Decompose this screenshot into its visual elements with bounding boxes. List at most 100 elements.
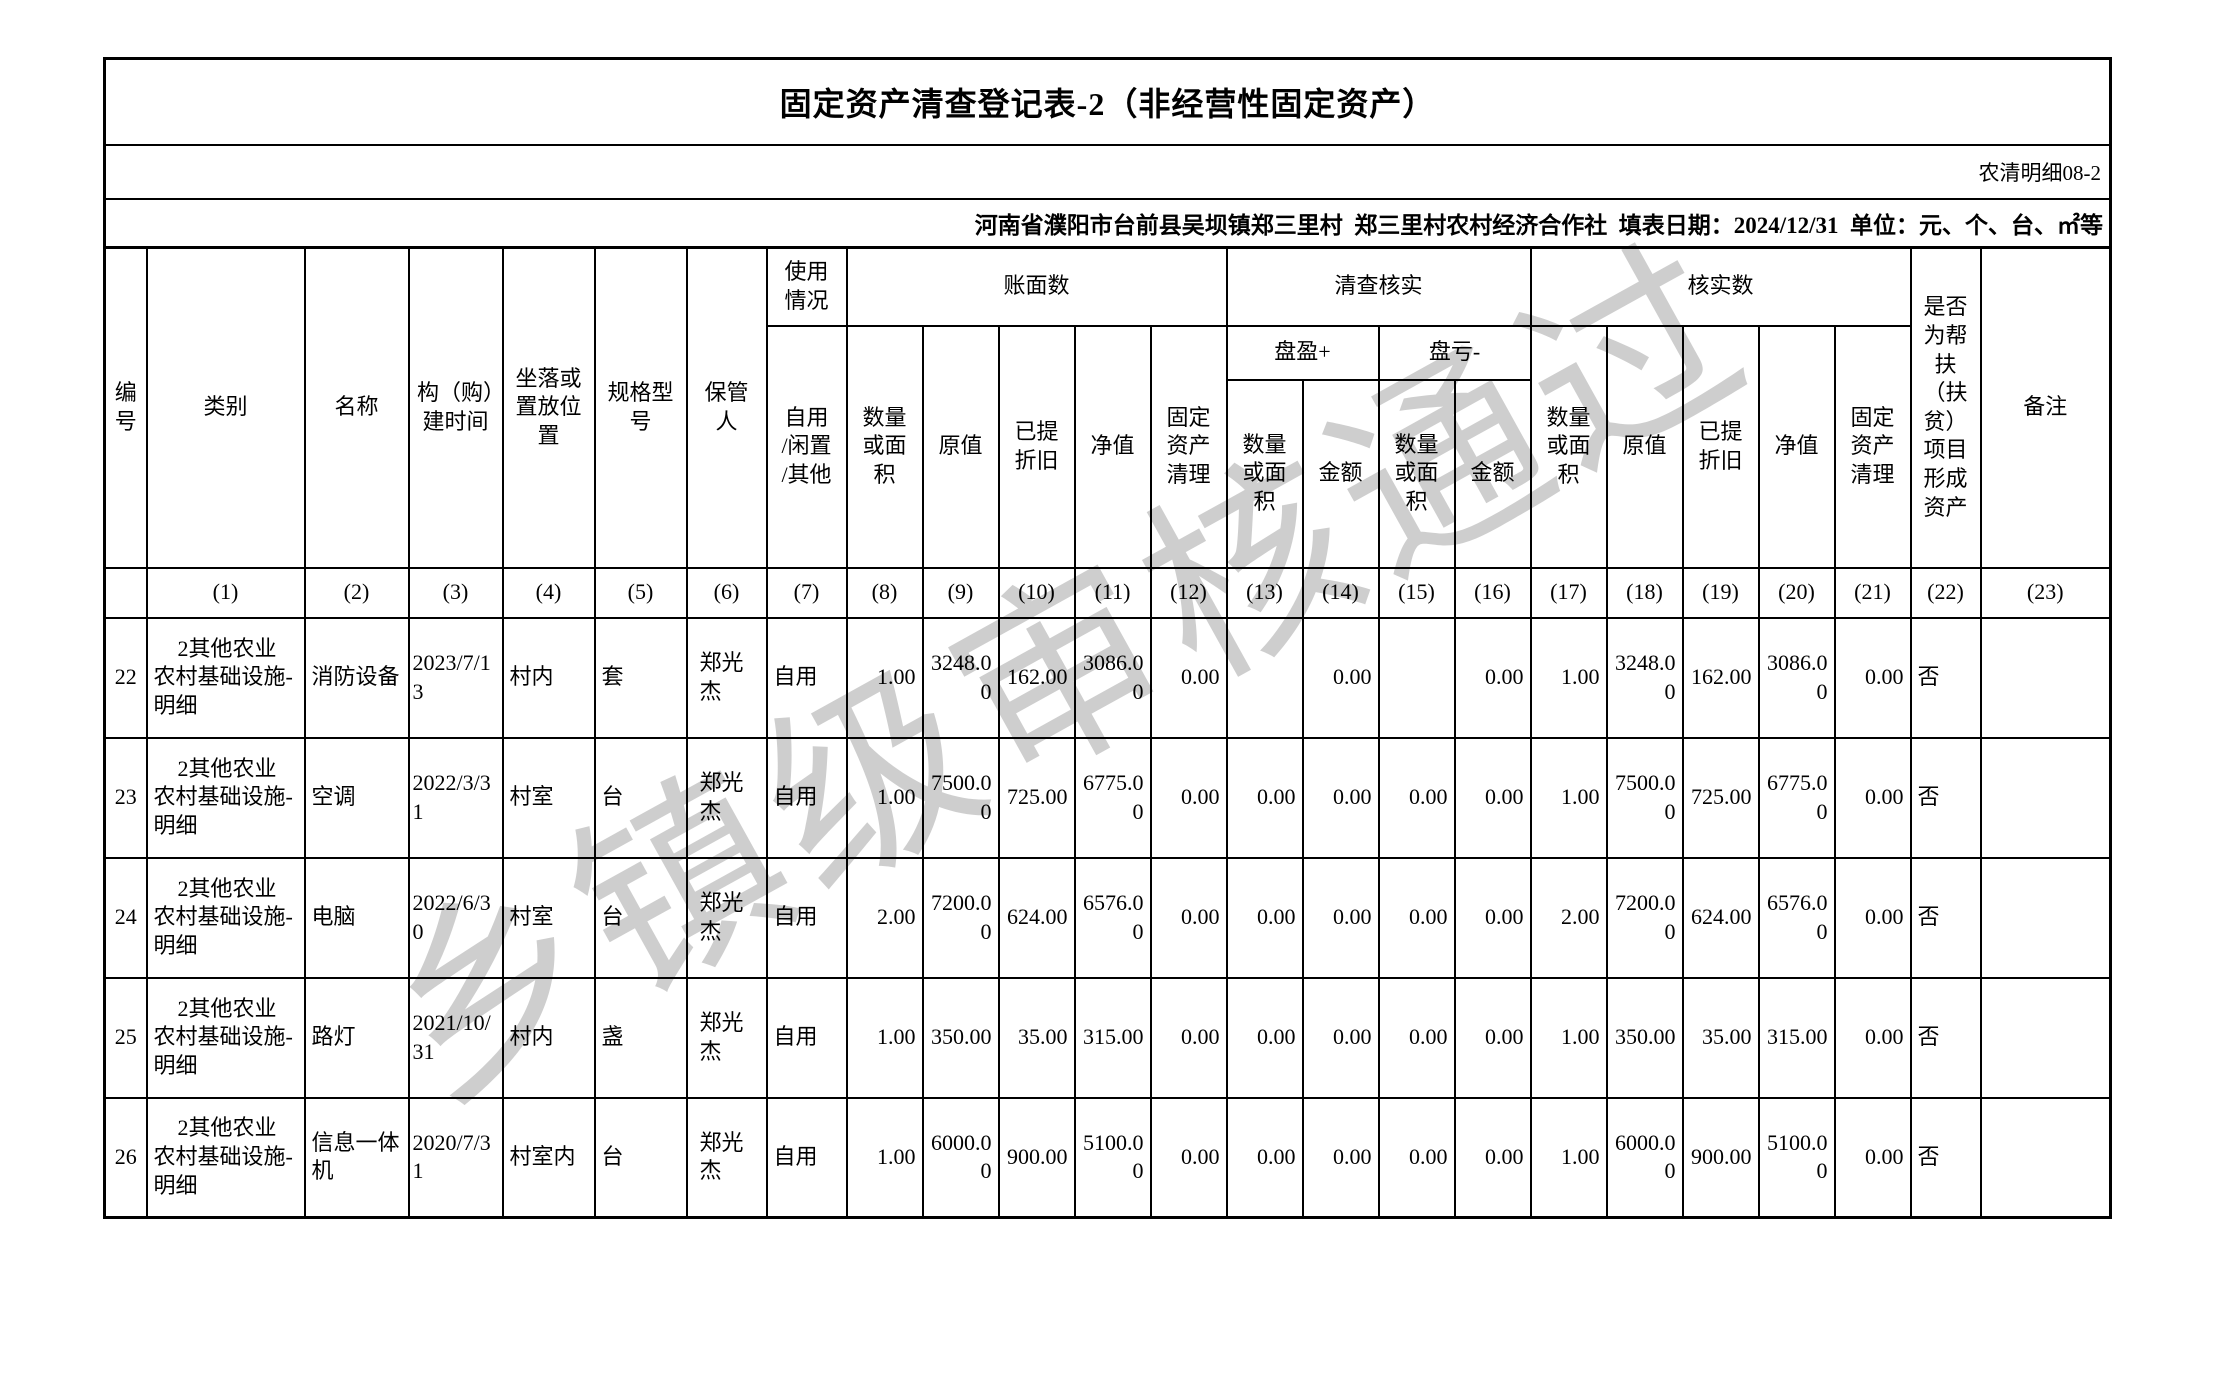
table-cell: 2其他农业农村基础设施-明细 (145, 856, 306, 979)
table-cell: 0.00 (1225, 976, 1304, 1099)
column-number-cell: (7) (765, 566, 848, 619)
table-cell: 0.00 (1453, 736, 1532, 859)
col-header-book-quantity: 数量或面积 (845, 324, 924, 569)
group-header-usage: 使用情况 (765, 246, 848, 327)
col-header-book-asset-disposal: 固定资产清理 (1149, 324, 1228, 569)
table-cell: 624.00 (997, 856, 1076, 979)
table-cell: 0.00 (1149, 856, 1228, 979)
table-cell: 村室 (501, 856, 596, 979)
table-cell: 0.00 (1149, 976, 1228, 1099)
table-cell: 900.00 (1681, 1096, 1760, 1219)
table-cell: 0.00 (1377, 856, 1456, 979)
column-number-cell: (15) (1377, 566, 1456, 619)
table-cell: 350.00 (921, 976, 1000, 1099)
table-cell: 1.00 (1529, 736, 1608, 859)
table-cell: 1.00 (1529, 1096, 1608, 1219)
table-row: (1) (2) (3) (4) (5) (6) (7) (8) (9) (10) (11) (12)(… (103, 566, 2112, 619)
table-cell: 0.00 (1833, 736, 1912, 859)
col-header-verified-original-value: 原值 (1605, 324, 1684, 569)
table-cell (1979, 616, 2112, 739)
table-cell: 电脑 (303, 856, 410, 979)
group-header-inventory-check: 清查核实 (1225, 246, 1532, 327)
table-cell: 2022/3/31 (407, 736, 504, 859)
table-cell: 0.00 (1225, 1096, 1304, 1219)
table-cell: 0.00 (1225, 736, 1304, 859)
col-header-shortage-amount: 金额 (1453, 378, 1532, 569)
column-number-cell: (23) (1979, 566, 2112, 619)
table-cell: 3086.00 (1757, 616, 1836, 739)
table-cell (1225, 616, 1304, 739)
table-cell: 6000.00 (921, 1096, 1000, 1219)
table-cell: 2.00 (1529, 856, 1608, 979)
table-cell: 6576.00 (1073, 856, 1152, 979)
table-cell: 6775.00 (1757, 736, 1836, 859)
table-cell: 1.00 (845, 616, 924, 739)
table-cell: 否 (1909, 616, 1982, 739)
table-cell: 6576.00 (1757, 856, 1836, 979)
column-number-cell: (14) (1301, 566, 1380, 619)
asset-sheet: 乡镇级审核通过 固定资产清查登记表-2（非经营性固定资产） 农清明细08-2 河… (103, 57, 2112, 1219)
table-cell: 郑光杰 (685, 976, 768, 1099)
col-header-name: 名称 (303, 246, 410, 569)
table-cell: 0.00 (1453, 616, 1532, 739)
col-header-usage-type: 自用 /闲置 /其他 (765, 324, 848, 569)
table-cell: 0.00 (1301, 736, 1380, 859)
column-number-cell: (2) (303, 566, 410, 619)
column-number-cell: (20) (1757, 566, 1836, 619)
column-number-cell: (18) (1605, 566, 1684, 619)
col-header-surplus-quantity: 数量或面积 (1225, 378, 1304, 569)
column-number-cell: (16) (1453, 566, 1532, 619)
table-cell: 7200.00 (921, 856, 1000, 979)
form-code-row: 农清明细08-2 (103, 146, 2112, 200)
table-cell: 0.00 (1301, 976, 1380, 1099)
table-cell: 郑光杰 (685, 616, 768, 739)
table-cell: 0.00 (1377, 1096, 1456, 1219)
table-cell: 0.00 (1149, 1096, 1228, 1219)
table-cell: 2022/6/30 (407, 856, 504, 979)
table-cell: 25 (103, 976, 148, 1099)
table-cell: 0.00 (1301, 1096, 1380, 1219)
table-cell (1979, 856, 2112, 979)
table-cell: 自用 (765, 736, 848, 859)
table-cell: 套 (593, 616, 688, 739)
table-cell: 1.00 (1529, 976, 1608, 1099)
table-cell: 村室内 (501, 1096, 596, 1219)
table-cell (1979, 976, 2112, 1099)
table-cell: 22 (103, 616, 148, 739)
table-cell: 空调 (303, 736, 410, 859)
table-cell: 郑光杰 (685, 856, 768, 979)
table-cell: 7500.00 (921, 736, 1000, 859)
table-cell: 1.00 (845, 736, 924, 859)
table-cell: 0.00 (1225, 856, 1304, 979)
table-cell: 2.00 (845, 856, 924, 979)
table-row: 26 2其他农业农村基础设施-明细 信息一体机 2020/7/31 村室内台郑光杰 自用 1… (103, 1096, 2112, 1219)
table-cell: 6000.00 (1605, 1096, 1684, 1219)
table-cell: 24 (103, 856, 148, 979)
col-header-verified-depreciation: 已提折旧 (1681, 324, 1760, 569)
table-cell (1377, 616, 1456, 739)
col-header-book-net-value: 净值 (1073, 324, 1152, 569)
table-cell: 1.00 (845, 1096, 924, 1219)
col-header-verified-net-value: 净值 (1757, 324, 1836, 569)
table-cell: 162.00 (997, 616, 1076, 739)
table-cell: 350.00 (1605, 976, 1684, 1099)
column-number-cell: (13) (1225, 566, 1304, 619)
col-header-remark: 备注 (1979, 246, 2112, 569)
col-header-number: 编号 (103, 246, 148, 569)
table-cell: 台 (593, 736, 688, 859)
column-number-cell: (5) (593, 566, 688, 619)
table-cell: 0.00 (1377, 736, 1456, 859)
table-cell: 900.00 (997, 1096, 1076, 1219)
table-row: 25 2其他农业农村基础设施-明细 路灯 2021/10/31 村内盏郑光杰 自用 1.00… (103, 976, 2112, 1099)
table-cell: 盏 (593, 976, 688, 1099)
table-cell: 725.00 (1681, 736, 1760, 859)
table-cell: 村内 (501, 616, 596, 739)
table-cell: 23 (103, 736, 148, 859)
group-header-surplus: 盘盈+ (1225, 324, 1380, 381)
table-cell: 自用 (765, 616, 848, 739)
table-cell: 2其他农业农村基础设施-明细 (145, 1096, 306, 1219)
table-row: 22 2其他农业农村基础设施-明细 消防设备 2023/7/13 村内套郑光杰 自用 1.0… (103, 616, 2112, 739)
table-cell (1979, 1096, 2112, 1219)
table-cell: 2023/7/13 (407, 616, 504, 739)
col-header-verified-asset-disposal: 固定资产清理 (1833, 324, 1912, 569)
